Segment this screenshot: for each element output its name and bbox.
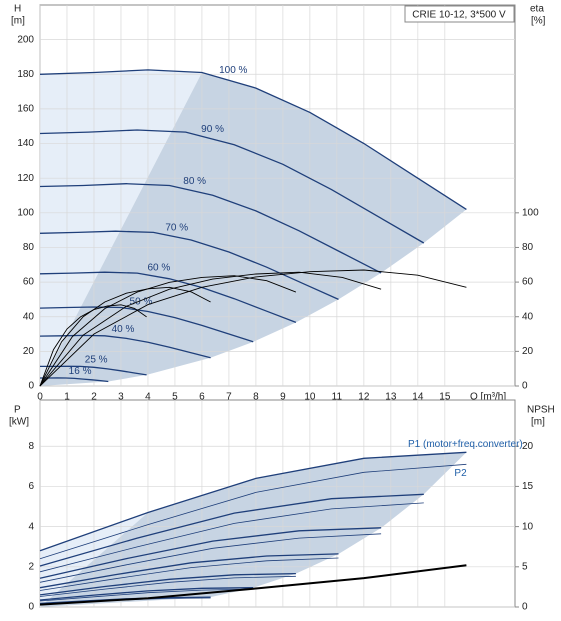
x-tick-label: 12 — [358, 392, 370, 403]
secondary-curve — [39, 564, 467, 606]
curve-label: 60 % — [147, 263, 170, 274]
curve — [39, 527, 382, 579]
y2-tick-label: 0 — [522, 381, 528, 392]
curve-label: 100 % — [219, 65, 247, 76]
x-tick-label: 11 — [332, 392, 343, 403]
curve-label: 90 % — [201, 124, 224, 135]
y-tick-label: 140 — [17, 138, 34, 149]
curve — [40, 365, 147, 376]
curve — [39, 588, 254, 602]
curve-label: 50 % — [130, 296, 153, 307]
curve — [39, 587, 254, 601]
y2-tick-label: 80 — [522, 242, 534, 253]
curve — [39, 271, 297, 324]
y2-tick-label: 10 — [522, 521, 534, 532]
y2-tick-label: 100 — [522, 207, 539, 218]
curve — [39, 575, 296, 597]
x-tick-label: 0 — [37, 392, 43, 403]
range-dark — [40, 452, 467, 607]
secondary-curve — [39, 304, 147, 387]
curve — [39, 451, 467, 552]
curve — [39, 557, 339, 591]
curve-label: 70 % — [165, 222, 188, 233]
x-tick-label: 2 — [91, 392, 97, 403]
x-tick-label: 6 — [199, 392, 205, 403]
curve — [39, 463, 467, 560]
curve — [39, 129, 425, 244]
y2-axis-title: NPSH — [527, 405, 555, 416]
x-tick-label: 1 — [64, 392, 70, 403]
x-axis-title: Q [m³/h] — [470, 392, 506, 403]
y2-axis-unit: [%] — [531, 16, 546, 27]
y2-tick-label: 40 — [522, 311, 534, 322]
curve — [39, 334, 211, 359]
y-tick-label: 100 — [17, 207, 34, 218]
x-tick-label: 14 — [412, 392, 424, 403]
curve-label: P2 — [454, 468, 467, 479]
y2-axis-title: eta — [530, 4, 544, 15]
curve — [39, 69, 467, 210]
x-tick-label: 4 — [145, 392, 151, 403]
secondary-curve — [39, 271, 382, 387]
x-tick-label: 3 — [118, 392, 124, 403]
y2-tick-label: 0 — [522, 602, 528, 613]
curve — [39, 533, 382, 583]
x-tick-label: 15 — [439, 392, 451, 403]
x-tick-label: 8 — [253, 392, 259, 403]
y-tick-label: 60 — [23, 277, 35, 288]
y-tick-label: 8 — [28, 441, 34, 452]
x-tick-label: 13 — [385, 392, 397, 403]
y-tick-label: 6 — [28, 481, 34, 492]
y-tick-label: 4 — [28, 521, 34, 532]
curve — [39, 306, 254, 343]
secondary-curve — [39, 275, 297, 387]
y2-axis-unit: [m] — [531, 417, 545, 428]
y-tick-label: 40 — [23, 311, 35, 322]
y-axis-unit: [m] — [11, 16, 25, 27]
x-tick-label: 5 — [172, 392, 178, 403]
curve — [39, 230, 339, 300]
y2-tick-label: 60 — [522, 277, 534, 288]
y-tick-label: 80 — [23, 242, 35, 253]
curve — [39, 493, 424, 567]
y-tick-label: 180 — [17, 69, 34, 80]
curve-label: 40 % — [112, 324, 135, 335]
curve — [40, 377, 109, 383]
y-axis-unit: [kW] — [9, 417, 29, 428]
y-tick-label: 120 — [17, 173, 34, 184]
curve-label: 16 % — [69, 366, 92, 377]
secondary-curve — [39, 286, 211, 387]
y-tick-label: 200 — [17, 34, 34, 45]
y-axis-title: H — [14, 4, 21, 15]
y-tick-label: 2 — [28, 561, 34, 572]
x-tick-label: 9 — [280, 392, 286, 403]
y-tick-label: 0 — [28, 602, 34, 613]
curve-label: 25 % — [85, 354, 108, 365]
range-dark — [40, 72, 467, 387]
model-box — [404, 5, 515, 23]
curve — [39, 553, 339, 589]
y-tick-label: 160 — [17, 104, 34, 115]
curve — [39, 183, 382, 274]
curve-label: P1 (motor+freq.converter) — [408, 439, 523, 450]
y-tick-label: 0 — [28, 381, 34, 392]
model-label: CRIE 10-12, 3*500 V — [412, 10, 506, 21]
secondary-curve — [39, 269, 467, 387]
curve — [39, 502, 424, 573]
curve — [39, 572, 296, 596]
x-tick-label: 10 — [304, 392, 316, 403]
y2-tick-label: 20 — [522, 441, 534, 452]
x-tick-label: 7 — [226, 392, 232, 403]
y-tick-label: 20 — [23, 346, 35, 357]
curve-label: 80 % — [183, 176, 206, 187]
y2-tick-label: 20 — [522, 346, 534, 357]
y2-tick-label: 5 — [522, 561, 528, 572]
y-axis-title: P — [14, 405, 21, 416]
y2-tick-label: 15 — [522, 481, 534, 492]
